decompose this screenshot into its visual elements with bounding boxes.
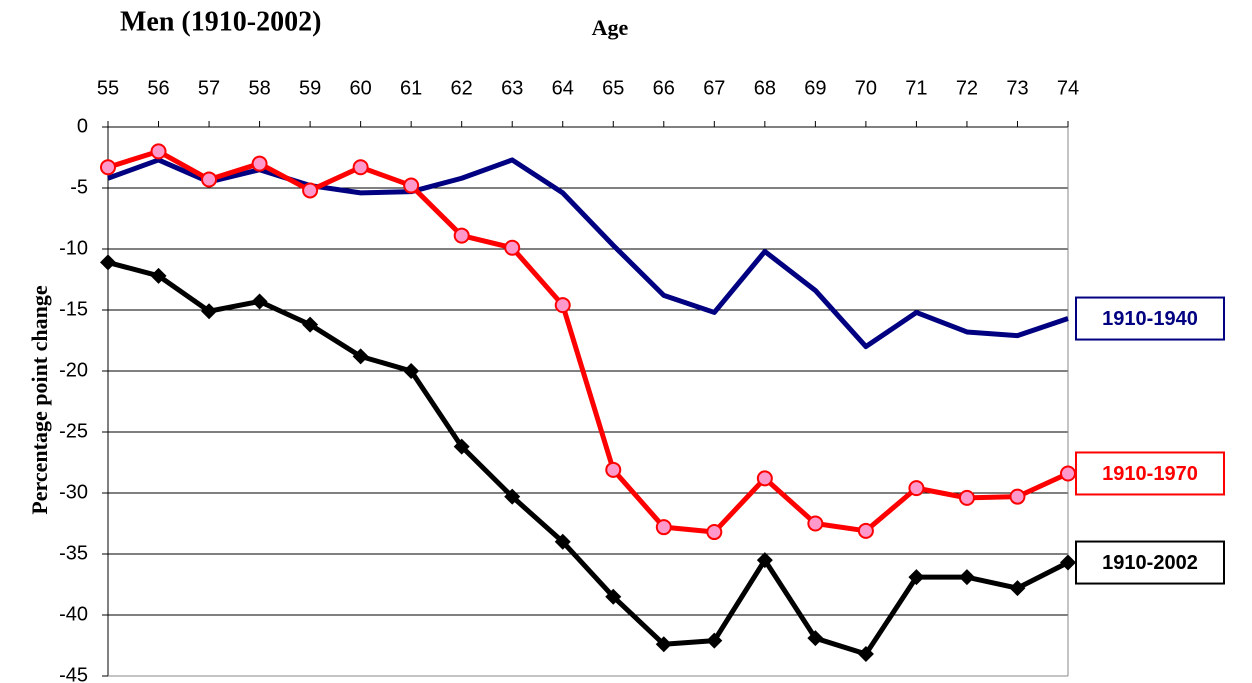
x-tick-label: 64 <box>552 77 574 99</box>
legend-label: 1910-2002 <box>1102 552 1198 574</box>
point <box>655 519 672 536</box>
x-tick-label: 56 <box>147 77 169 99</box>
point <box>1060 465 1076 482</box>
x-tick-label: 73 <box>1006 77 1028 99</box>
point <box>150 143 167 160</box>
series-line <box>107 148 1070 535</box>
point <box>807 630 824 647</box>
series-line <box>107 260 1070 657</box>
point <box>958 569 975 586</box>
point <box>1009 580 1026 597</box>
y-tick-label: -45 <box>59 664 88 683</box>
point <box>706 524 723 541</box>
y-tick-label: -40 <box>59 603 88 625</box>
x-tick-label: 57 <box>198 77 220 99</box>
x-tick-label: 61 <box>400 77 422 99</box>
y-tick-label: -5 <box>70 176 88 198</box>
point <box>201 171 218 188</box>
legend-label: 1910-1970 <box>1102 463 1198 485</box>
point <box>1009 488 1026 505</box>
y-axis-title: Percentage point change <box>27 285 52 515</box>
x-tick-label: 59 <box>299 77 321 99</box>
point <box>857 522 874 539</box>
x-axis-title: Age <box>592 15 629 40</box>
point <box>908 480 925 497</box>
point <box>403 363 420 379</box>
point <box>352 348 369 365</box>
point <box>100 254 116 271</box>
point <box>453 438 470 455</box>
point <box>605 461 622 478</box>
point <box>302 316 319 333</box>
point <box>908 569 925 586</box>
y-tick-label: -20 <box>59 359 88 381</box>
x-tick-label: 74 <box>1057 77 1079 99</box>
x-tick-label: 55 <box>97 77 119 99</box>
series-line <box>107 157 1069 350</box>
point <box>958 489 975 506</box>
legend-box <box>1075 296 1225 341</box>
point <box>1060 554 1076 571</box>
point <box>251 293 268 310</box>
y-tick-label: -25 <box>59 420 88 442</box>
x-tick-label: 66 <box>653 77 675 99</box>
point <box>756 552 773 569</box>
point <box>100 159 116 176</box>
x-tick-label: 67 <box>703 77 725 99</box>
legend-box <box>1075 451 1225 496</box>
point <box>302 182 319 199</box>
point <box>504 488 521 505</box>
point <box>352 159 369 176</box>
point <box>655 636 672 653</box>
point <box>403 177 420 194</box>
point <box>554 297 571 314</box>
point <box>251 155 268 172</box>
x-tick-label: 68 <box>754 77 776 99</box>
point <box>807 515 824 532</box>
x-tick-label: 60 <box>350 77 372 99</box>
legend-box <box>1075 540 1225 585</box>
y-tick-label: -15 <box>59 298 88 320</box>
x-tick-label: 62 <box>451 77 473 99</box>
x-tick-label: 70 <box>855 77 877 99</box>
x-tick-label: 72 <box>956 77 978 99</box>
chart-title: Men (1910-2002) <box>120 6 321 37</box>
point <box>150 267 167 284</box>
y-tick-label: -35 <box>59 542 88 564</box>
point <box>857 646 874 663</box>
x-tick-label: 71 <box>905 77 927 99</box>
y-tick-label: -10 <box>59 237 88 259</box>
point <box>706 632 723 649</box>
y-tick-label: 0 <box>77 115 88 137</box>
y-tick-label: -30 <box>59 481 88 503</box>
x-tick-label: 63 <box>501 77 523 99</box>
x-tick-label: 58 <box>248 77 270 99</box>
point <box>756 470 773 487</box>
x-tick-label: 65 <box>602 77 624 99</box>
point <box>554 533 571 550</box>
point <box>605 588 622 605</box>
point <box>453 227 470 244</box>
point <box>504 239 521 256</box>
x-tick-label: 69 <box>804 77 826 99</box>
point <box>201 303 218 320</box>
legend-label: 1910-1940 <box>1102 308 1198 330</box>
